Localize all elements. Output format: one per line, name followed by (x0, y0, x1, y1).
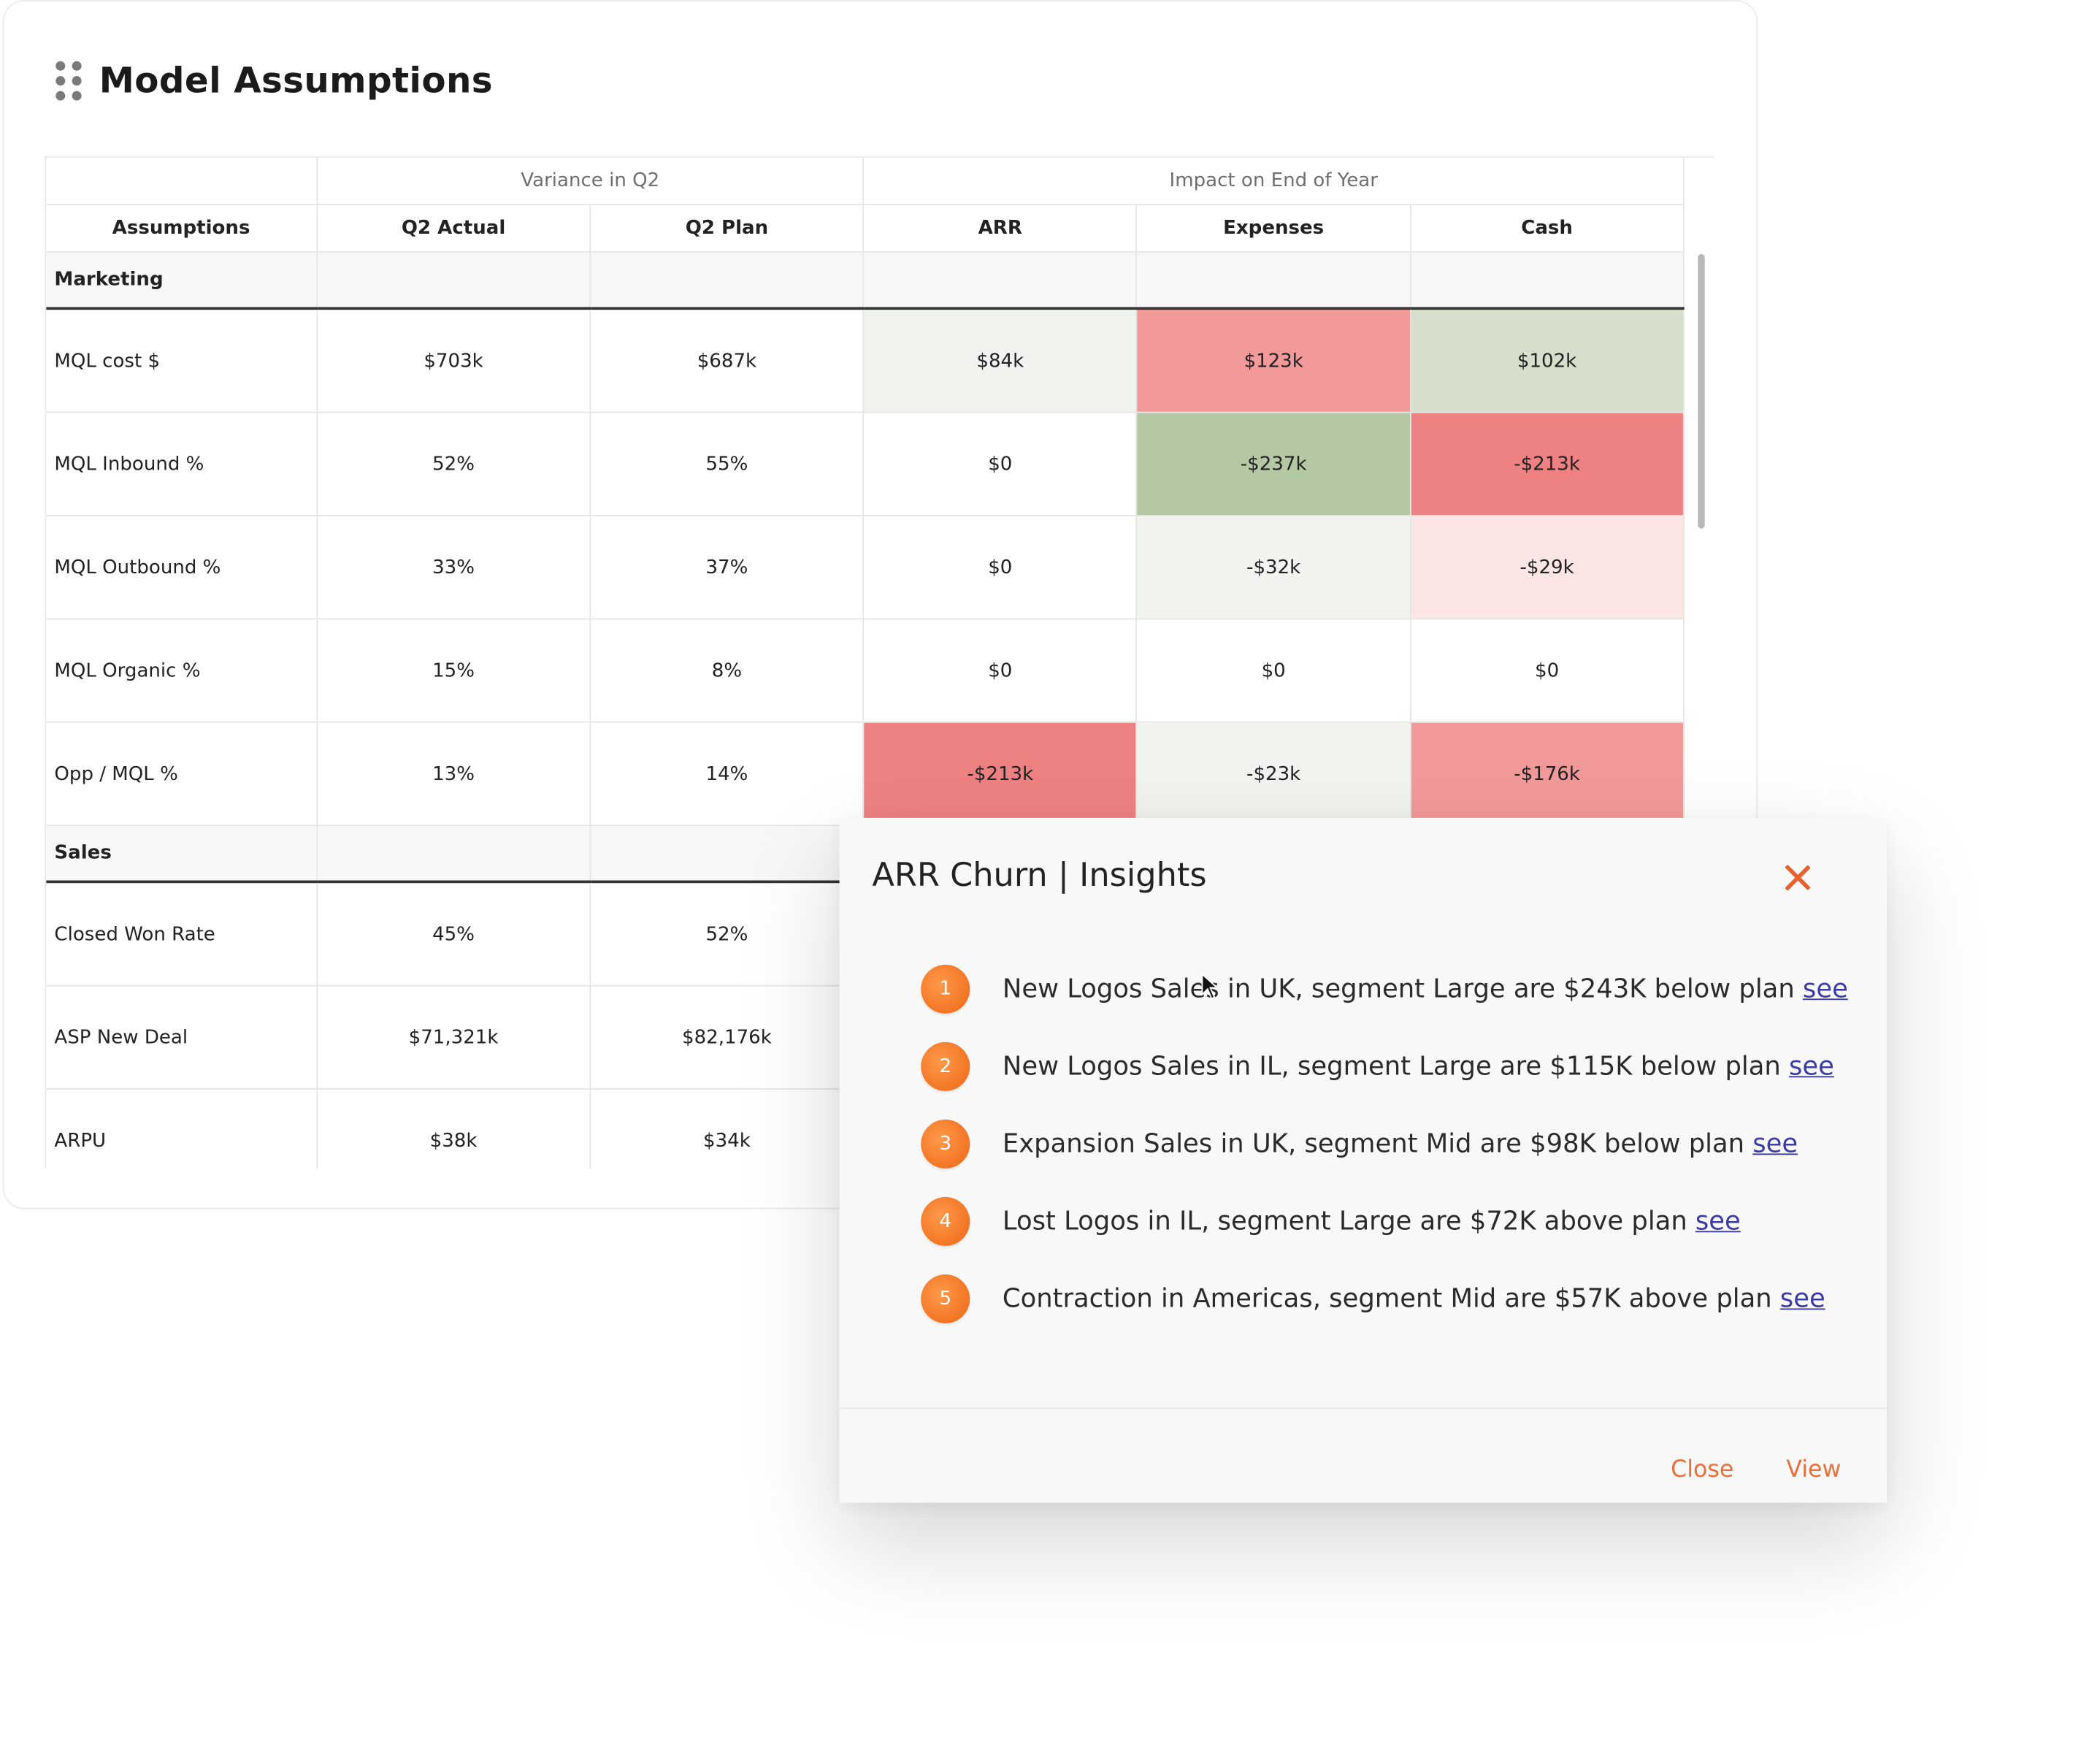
cell-q2-actual: $71,321k (316, 985, 591, 1090)
cell-arr[interactable]: -$213k (863, 722, 1138, 827)
group-header-variance: Variance in Q2 (316, 157, 865, 205)
insight-see-link[interactable]: see (1802, 974, 1848, 1004)
insight-item: 5 Contraction in Americas, segment Mid a… (921, 1274, 1825, 1323)
cell-cash[interactable]: -$176k (1410, 722, 1685, 827)
cell-expenses[interactable]: -$237k (1136, 412, 1411, 516)
cell-q2-plan: $34k (590, 1089, 865, 1169)
row-label: MQL Organic % (46, 619, 318, 723)
cell-arr[interactable]: $0 (863, 619, 1138, 723)
cell-q2-actual: 13% (316, 722, 591, 827)
table-scrollbar[interactable] (1698, 253, 1705, 529)
column-header-q2-plan[interactable]: Q2 Plan (590, 204, 865, 253)
table-row[interactable]: MQL Inbound % 52% 55% $0 -$237k -$213k (46, 412, 1685, 516)
cell-q2-plan: 55% (590, 412, 865, 516)
insights-popup: ARR Churn | Insights 1 New Logos Sales i… (839, 817, 1887, 1503)
insight-text: Lost Logos in IL, segment Large are $72K… (1002, 1206, 1687, 1236)
column-header-assumptions[interactable]: Assumptions (46, 204, 318, 253)
row-label: MQL Outbound % (46, 515, 318, 620)
cell-q2-plan: 14% (590, 722, 865, 827)
cell-expenses[interactable]: -$23k (1136, 722, 1411, 827)
drag-handle-icon[interactable] (55, 61, 83, 102)
group-header-row: Variance in Q2 Impact on End of Year (46, 157, 1685, 205)
cell-q2-plan: $82,176k (590, 985, 865, 1090)
cell-expenses[interactable]: -$32k (1136, 515, 1411, 620)
insight-item: 1 New Logos Sales in UK, segment Large a… (921, 964, 1848, 1014)
cell-arr[interactable]: $0 (863, 412, 1138, 516)
insight-item: 3 Expansion Sales in UK, segment Mid are… (921, 1119, 1798, 1169)
popup-footer-divider (839, 1407, 1887, 1410)
insight-item: 4 Lost Logos in IL, segment Large are $7… (921, 1196, 1741, 1246)
table-row[interactable]: MQL Outbound % 33% 37% $0 -$32k -$29k (46, 515, 1685, 620)
cell-expenses[interactable]: $123k (1136, 308, 1411, 413)
insight-number-badge: 2 (921, 1041, 970, 1091)
popup-title: ARR Churn | Insights (872, 855, 1207, 895)
table-row[interactable]: Opp / MQL % 13% 14% -$213k -$23k -$176k (46, 722, 1685, 827)
row-label: MQL Inbound % (46, 412, 318, 516)
insight-see-link[interactable]: see (1752, 1128, 1798, 1159)
cell-q2-plan: $687k (590, 308, 865, 413)
group-header-empty (46, 157, 318, 205)
row-label: MQL cost $ (46, 308, 318, 413)
insight-see-link[interactable]: see (1779, 1283, 1825, 1314)
cell-q2-plan: 37% (590, 515, 865, 620)
insight-text: Expansion Sales in UK, segment Mid are $… (1002, 1128, 1745, 1159)
cell-expenses[interactable]: $0 (1136, 619, 1411, 723)
cell-q2-actual: 45% (316, 882, 591, 987)
group-header-impact: Impact on End of Year (863, 157, 1685, 205)
insight-text: Contraction in Americas, segment Mid are… (1002, 1283, 1772, 1314)
section-row-marketing: Marketing (46, 252, 1685, 310)
cell-cash[interactable]: -$213k (1410, 412, 1685, 516)
card-title: Model Assumptions (99, 61, 493, 102)
insight-see-link[interactable]: see (1788, 1051, 1834, 1082)
cell-q2-plan: 8% (590, 619, 865, 723)
view-button[interactable]: View (1786, 1456, 1842, 1484)
cell-q2-actual: $703k (316, 308, 591, 413)
column-header-cash[interactable]: Cash (1410, 204, 1685, 253)
column-header-expenses[interactable]: Expenses (1136, 204, 1411, 253)
table-row[interactable]: MQL cost $ $703k $687k $84k $123k $102k (46, 308, 1685, 413)
column-header-row: Assumptions Q2 Actual Q2 Plan ARR Expens… (46, 204, 1685, 253)
section-label: Sales (46, 825, 318, 884)
row-label: ARPU (46, 1089, 318, 1169)
column-header-arr[interactable]: ARR (863, 204, 1138, 253)
insight-item: 2 New Logos Sales in IL, segment Large a… (921, 1041, 1834, 1091)
close-button[interactable]: Close (1671, 1456, 1734, 1484)
insight-number-badge: 3 (921, 1119, 970, 1169)
close-x-icon[interactable] (1779, 860, 1814, 895)
insight-text: New Logos Sales in IL, segment Large are… (1002, 1051, 1781, 1082)
cell-q2-actual: 33% (316, 515, 591, 620)
row-label: Opp / MQL % (46, 722, 318, 827)
cell-q2-actual: 15% (316, 619, 591, 723)
cell-cash[interactable]: $0 (1410, 619, 1685, 723)
cell-cash[interactable]: $102k (1410, 308, 1685, 413)
row-label: ASP New Deal (46, 985, 318, 1090)
row-label: Closed Won Rate (46, 882, 318, 987)
cell-arr[interactable]: $84k (863, 308, 1138, 413)
insight-number-badge: 4 (921, 1196, 970, 1246)
cell-q2-actual: $38k (316, 1089, 591, 1169)
insight-number-badge: 1 (921, 964, 970, 1014)
cell-q2-plan: 52% (590, 882, 865, 987)
section-label: Marketing (46, 252, 318, 310)
mouse-pointer-icon (1201, 972, 1219, 1000)
insight-number-badge: 5 (921, 1274, 970, 1323)
table-row[interactable]: MQL Organic % 15% 8% $0 $0 $0 (46, 619, 1685, 723)
insight-text: New Logos Sales in UK, segment Large are… (1002, 974, 1795, 1004)
card-header: Model Assumptions (55, 61, 493, 102)
cell-arr[interactable]: $0 (863, 515, 1138, 620)
insight-see-link[interactable]: see (1695, 1206, 1741, 1236)
cell-cash[interactable]: -$29k (1410, 515, 1685, 620)
cell-q2-actual: 52% (316, 412, 591, 516)
column-header-q2-actual[interactable]: Q2 Actual (316, 204, 591, 253)
